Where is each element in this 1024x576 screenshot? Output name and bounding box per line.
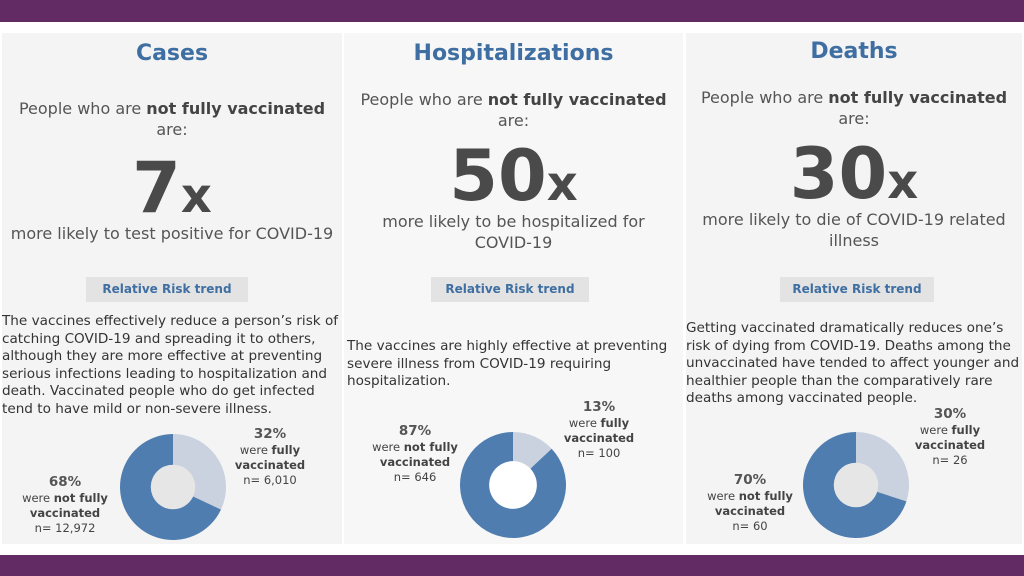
unvaccinated-count: n= 646 — [393, 470, 437, 484]
description-line: healthier people than the comparatively … — [686, 372, 993, 389]
unvaccinated-label: 87% were not fully vaccinated n= 646 — [370, 423, 460, 485]
description-line: risk of dying from COVID-19. Deaths amon… — [686, 337, 1011, 354]
unvaccinated-tail: vaccinated — [379, 455, 451, 469]
likelihood-text: more likely to die of COVID-19 related i… — [686, 209, 1022, 251]
description-line: catching COVID-19 and spreading it to ot… — [2, 330, 316, 347]
lead-post: are: — [497, 111, 530, 130]
vaccinated-label: 13% were fully vaccinated n= 100 — [554, 399, 644, 461]
card-hospitalizations: Hospitalizations People who are not full… — [344, 33, 683, 544]
description: The vaccines are highly effective at pre… — [347, 338, 683, 391]
vaccination-donut-chart — [460, 432, 566, 538]
donut-hole — [833, 462, 879, 508]
unvaccinated-count: n= 12,972 — [34, 521, 96, 535]
unvaccinated-count: n= 60 — [732, 519, 768, 533]
multiplier-number: 30 — [789, 133, 888, 215]
description-line: although they are more effective at prev… — [2, 348, 323, 364]
lead-post: are: — [156, 120, 188, 139]
unvaccinated-were: were — [22, 491, 51, 505]
multiplier-suffix: x — [887, 154, 919, 210]
vaccinated-count: n= 26 — [932, 453, 968, 467]
description-line: severe illness from COVID-19 requiring — [347, 355, 612, 372]
relative-risk-trend-button[interactable]: Relative Risk trend — [431, 277, 589, 302]
unvaccinated-label: 68% were not fully vaccinated n= 12,972 — [20, 474, 110, 536]
description-line: unvaccinated have tended to affect young… — [686, 355, 1020, 371]
vaccinated-tail: vaccinated — [563, 431, 635, 445]
unvaccinated-bold: not fully — [53, 491, 108, 505]
vaccinated-percent: 13% — [582, 399, 616, 415]
multiplier: 7x — [2, 153, 342, 231]
unvaccinated-bold: not fully — [403, 440, 458, 454]
unvaccinated-percent: 68% — [48, 474, 82, 490]
likelihood-line-2: illness — [829, 231, 879, 250]
multiplier: 50x — [344, 141, 683, 219]
vaccinated-were: were — [239, 443, 268, 457]
unvaccinated-tail: vaccinated — [714, 504, 786, 518]
vaccinated-percent: 30% — [933, 406, 967, 422]
unvaccinated-percent: 70% — [733, 472, 767, 488]
unvaccinated-were: were — [372, 440, 401, 454]
donut-hole — [489, 461, 537, 509]
vaccinated-count: n= 100 — [577, 446, 621, 460]
likelihood-line-1: more likely to test positive for COVID-1… — [10, 224, 334, 243]
lead-post: are: — [838, 109, 870, 128]
card-cases: Cases People who are not fully vaccinate… — [2, 33, 342, 544]
description: The vaccines effectively reduce a person… — [2, 313, 342, 418]
description-line: serious infections leading to hospitaliz… — [2, 365, 328, 382]
multiplier-suffix: x — [180, 168, 212, 224]
multiplier-suffix: x — [546, 156, 578, 212]
lead-bold: not fully vaccinated — [146, 99, 326, 118]
lead-pre: People who are — [700, 88, 829, 107]
multiplier-number: 7 — [132, 147, 181, 229]
lead-pre: People who are — [360, 90, 488, 109]
likelihood-text: more likely to test positive for COVID-1… — [2, 223, 342, 244]
vaccination-donut-chart — [120, 434, 226, 540]
relative-risk-trend-button[interactable]: Relative Risk trend — [86, 277, 248, 302]
description-line: Getting vaccinated dramatically reduces … — [686, 320, 1004, 336]
unvaccinated-bold: not fully — [738, 489, 793, 503]
donut-hole — [150, 464, 196, 510]
multiplier: 30x — [686, 139, 1022, 217]
vaccinated-were: were — [919, 423, 948, 437]
lead-bold: not fully vaccinated — [828, 88, 1008, 107]
vaccination-donut-chart — [803, 432, 909, 538]
lead-text: People who are not fully vaccinated are: — [686, 87, 1022, 129]
vaccinated-bold: fully — [271, 443, 301, 457]
card-title: Cases — [135, 41, 209, 66]
unvaccinated-percent: 87% — [398, 423, 432, 439]
vaccinated-tail: vaccinated — [914, 438, 986, 452]
likelihood-line-2: COVID-19 — [474, 233, 553, 252]
description: Getting vaccinated dramatically reduces … — [686, 320, 1022, 408]
description-line: death. Vaccinated people who do get infe… — [2, 383, 315, 399]
description-line: tend to have mild or non-severe illness. — [2, 400, 272, 417]
vaccinated-percent: 32% — [253, 426, 287, 442]
card-title: Deaths — [810, 39, 898, 64]
description-line: The vaccines are highly effective at pre… — [347, 338, 668, 354]
relative-risk-trend-button[interactable]: Relative Risk trend — [780, 277, 934, 302]
lead-bold: not fully vaccinated — [487, 90, 667, 109]
lead-text: People who are not fully vaccinated are: — [2, 98, 342, 140]
lead-pre: People who are — [18, 99, 147, 118]
vaccinated-label: 32% were fully vaccinated n= 6,010 — [228, 426, 312, 488]
likelihood-line-1: more likely to die of COVID-19 related — [702, 210, 1006, 229]
lead-text: People who are not fully vaccinated are: — [344, 89, 683, 131]
vaccinated-label: 30% were fully vaccinated n= 26 — [908, 406, 992, 468]
unvaccinated-tail: vaccinated — [29, 506, 101, 520]
likelihood-line-1: more likely to be hospitalized for — [382, 212, 645, 231]
description-line: The vaccines effectively reduce a person… — [2, 313, 339, 329]
description-line: deaths among vaccinated people. — [686, 390, 918, 406]
vaccinated-count: n= 6,010 — [243, 473, 297, 487]
multiplier-number: 50 — [449, 135, 547, 217]
vaccinated-bold: fully — [951, 423, 981, 437]
card-deaths: Deaths People who are not fully vaccinat… — [686, 33, 1022, 544]
description-line: hospitalization. — [347, 373, 451, 389]
vaccinated-tail: vaccinated — [234, 458, 306, 472]
card-title: Hospitalizations — [413, 41, 614, 66]
unvaccinated-were: were — [707, 489, 736, 503]
likelihood-text: more likely to be hospitalized for COVID… — [344, 211, 683, 253]
vaccinated-bold: fully — [600, 416, 630, 430]
bottom-band — [0, 555, 1024, 576]
vaccinated-were: were — [568, 416, 597, 430]
unvaccinated-label: 70% were not fully vaccinated n= 60 — [704, 472, 796, 534]
top-band — [0, 0, 1024, 22]
